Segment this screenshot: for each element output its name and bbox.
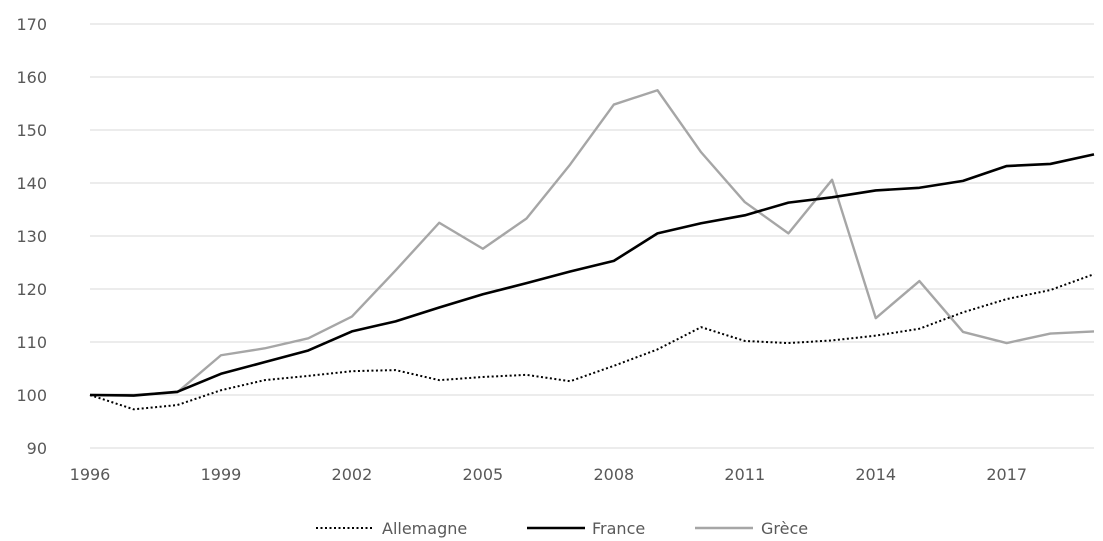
legend-label: France xyxy=(592,519,645,538)
series-line-grece xyxy=(90,89,1095,397)
x-tick-label: 2014 xyxy=(855,465,896,484)
series-lines xyxy=(89,89,1095,411)
y-tick-label: 160 xyxy=(16,68,47,87)
y-tick-label: 90 xyxy=(27,439,47,458)
y-tick-label: 170 xyxy=(16,15,47,34)
x-tick-label: 1996 xyxy=(70,465,111,484)
series-line-allemagne xyxy=(89,273,1095,411)
y-tick-label: 110 xyxy=(16,333,47,352)
x-tick-label: 2005 xyxy=(463,465,504,484)
x-tick-label: 2008 xyxy=(593,465,634,484)
x-tick-label: 2017 xyxy=(986,465,1027,484)
y-tick-label: 140 xyxy=(16,174,47,193)
y-axis-tick-labels: 90 100 110 120 130 140 150 160 170 xyxy=(16,15,47,458)
grid-lines xyxy=(90,23,1094,449)
x-axis-tick-labels: 1996 1999 2002 2005 2008 2011 2014 2017 xyxy=(70,465,1027,484)
x-tick-label: 2011 xyxy=(724,465,765,484)
legend-label: Allemagne xyxy=(382,519,467,538)
legend: Allemagne France Grèce xyxy=(316,519,808,538)
y-tick-label: 130 xyxy=(16,227,47,246)
series-line-france xyxy=(89,153,1095,397)
y-tick-label: 100 xyxy=(16,386,47,405)
x-tick-label: 1999 xyxy=(201,465,242,484)
y-tick-label: 150 xyxy=(16,121,47,140)
x-tick-label: 2002 xyxy=(332,465,373,484)
legend-label: Grèce xyxy=(761,519,808,538)
y-tick-label: 120 xyxy=(16,280,47,299)
